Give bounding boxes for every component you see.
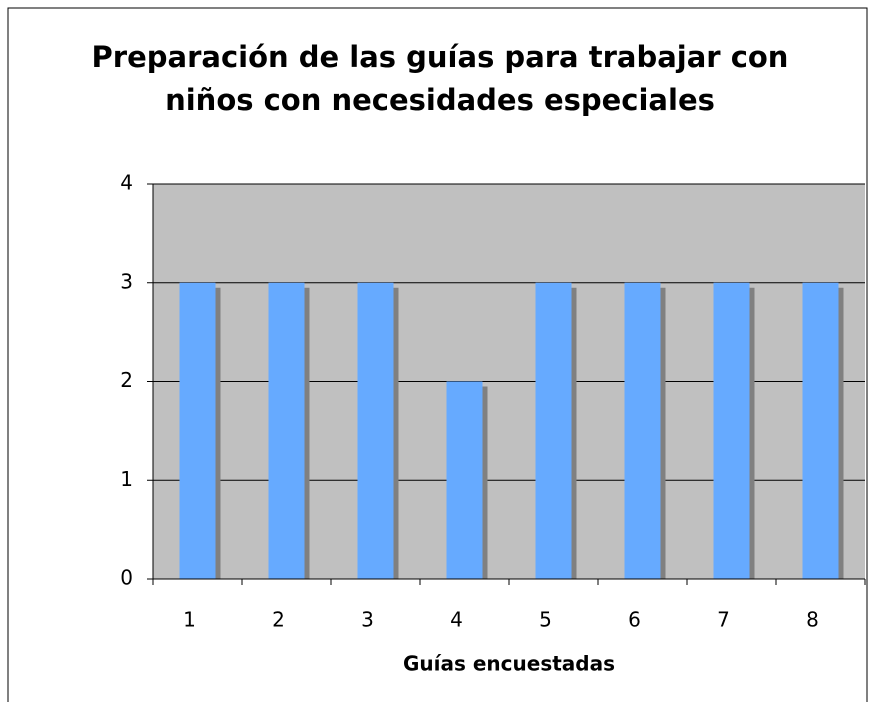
x-tick-label: 2	[272, 608, 285, 632]
x-tick-label: 8	[806, 608, 819, 632]
y-tick-label: 4	[120, 171, 133, 195]
bar	[802, 282, 839, 579]
bar	[713, 282, 750, 579]
x-tick-label: 4	[450, 608, 463, 632]
chart-title: Preparación de las guías para trabajar c…	[91, 40, 789, 117]
bar	[357, 282, 394, 579]
bar	[624, 282, 661, 579]
x-tick-label: 6	[628, 608, 641, 632]
y-tick-label: 1	[120, 467, 133, 491]
bar	[179, 282, 216, 579]
y-tick-label: 2	[120, 368, 133, 392]
chart-border	[7, 7, 868, 702]
x-tick-label: 5	[539, 608, 552, 632]
x-axis-title: Guías encuestadas	[403, 652, 615, 676]
bar	[535, 282, 572, 579]
x-tick-label: 1	[183, 608, 196, 632]
x-tick-label: 3	[361, 608, 374, 632]
bar	[446, 381, 483, 579]
y-tick-label: 0	[120, 566, 133, 590]
y-tick-label: 3	[120, 269, 133, 293]
bar	[268, 282, 305, 579]
x-tick-label: 7	[717, 608, 730, 632]
